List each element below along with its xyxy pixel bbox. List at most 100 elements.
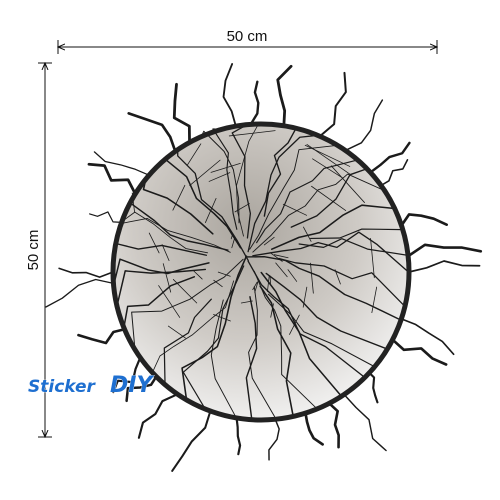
inner-crack (310, 228, 404, 240)
cross-crack (172, 279, 198, 304)
outer-crack (318, 71, 347, 138)
inner-crack (116, 268, 207, 307)
logo-text: Sticker (28, 377, 97, 397)
inner-crack (142, 178, 214, 235)
outer-crack (327, 402, 340, 449)
cross-crack (189, 159, 221, 186)
inner-crack (263, 127, 297, 217)
outer-crack (400, 213, 448, 227)
outer-crack (87, 162, 137, 196)
cross-crack (270, 303, 274, 318)
cross-crack (267, 275, 270, 292)
cross-crack (213, 279, 223, 288)
inner-crack (259, 285, 294, 418)
inner-crack (256, 159, 359, 244)
outer-crack (276, 64, 293, 128)
cross-crack (269, 275, 271, 284)
hole-rim (110, 121, 412, 423)
outer-crack (369, 141, 411, 174)
cross-crack (167, 325, 186, 339)
cross-crack (303, 226, 312, 242)
cross-crack (161, 244, 170, 262)
outer-crack (58, 267, 114, 278)
inner-crack (181, 255, 248, 401)
inner-crack (163, 298, 212, 386)
outer-crack (137, 393, 179, 439)
inner-crack (200, 130, 240, 224)
cross-crack (312, 158, 343, 179)
inner-crack (248, 286, 277, 420)
inner-crack (231, 123, 252, 239)
outer-crack (171, 410, 212, 472)
cross-crack (334, 269, 341, 285)
logo-accent: DIY (110, 373, 154, 398)
dimension-lines (38, 40, 437, 437)
outer-crack (93, 151, 150, 176)
outer-crack (235, 416, 242, 456)
inner-crack (121, 211, 209, 254)
cross-crack (186, 143, 202, 166)
outer-crack (304, 411, 324, 446)
cross-crack (289, 314, 300, 335)
inner-crack (177, 149, 249, 262)
inner-crack (265, 272, 389, 350)
outer-crack (249, 80, 260, 126)
outer-crack (45, 278, 115, 308)
outer-crack (112, 356, 142, 394)
outer-crack (368, 371, 379, 404)
outer-crack (343, 393, 387, 452)
outer-crack (172, 82, 191, 144)
inner-crack (123, 276, 196, 329)
inner-crack (212, 128, 238, 230)
cross-crack (275, 262, 288, 278)
cross-crack (263, 236, 275, 246)
cracks (45, 63, 483, 472)
cross-crack (213, 314, 231, 322)
outer-crack (268, 418, 280, 461)
inner-crack (270, 204, 396, 250)
cross-crack (162, 263, 172, 293)
outer-crack (344, 99, 384, 152)
outer-crack (222, 63, 237, 128)
outer-crack (391, 338, 448, 366)
cross-crack (148, 232, 160, 254)
inner-crack (249, 144, 338, 250)
inner-crack (210, 299, 237, 419)
outer-crack (77, 327, 126, 345)
cross-crack (240, 300, 253, 304)
inner-crack (247, 134, 319, 253)
cross-crack (287, 269, 298, 282)
outer-crack (380, 159, 409, 187)
outer-crack (89, 211, 123, 224)
cross-crack (311, 185, 347, 211)
inner-crack (244, 256, 402, 321)
outer-crack (406, 243, 483, 258)
inner-crack (298, 238, 409, 256)
cross-crack (252, 281, 258, 291)
cross-crack (330, 165, 365, 203)
cross-crack (269, 252, 283, 262)
cross-crack (254, 281, 259, 293)
width-label: 50 cm (227, 28, 268, 45)
inner-crack (253, 270, 318, 410)
inner-crack (260, 271, 343, 397)
inner-crack (131, 258, 244, 351)
outer-crack (125, 375, 158, 403)
cross-crack (370, 237, 375, 279)
cross-crack (228, 130, 276, 137)
inner-crack (245, 296, 258, 421)
outer-crack (400, 318, 455, 356)
cross-crack (273, 254, 289, 259)
cross-crack (205, 197, 217, 223)
cross-crack (302, 286, 308, 308)
inner-crack (151, 280, 235, 373)
cross-crack (158, 285, 181, 318)
cross-crack (371, 286, 378, 314)
cross-crack (282, 203, 308, 216)
inner-crack (112, 258, 210, 287)
height-label: 50 cm (25, 230, 42, 271)
cross-crack (310, 262, 314, 294)
cross-crack (208, 172, 231, 182)
inner-crack (247, 260, 366, 379)
